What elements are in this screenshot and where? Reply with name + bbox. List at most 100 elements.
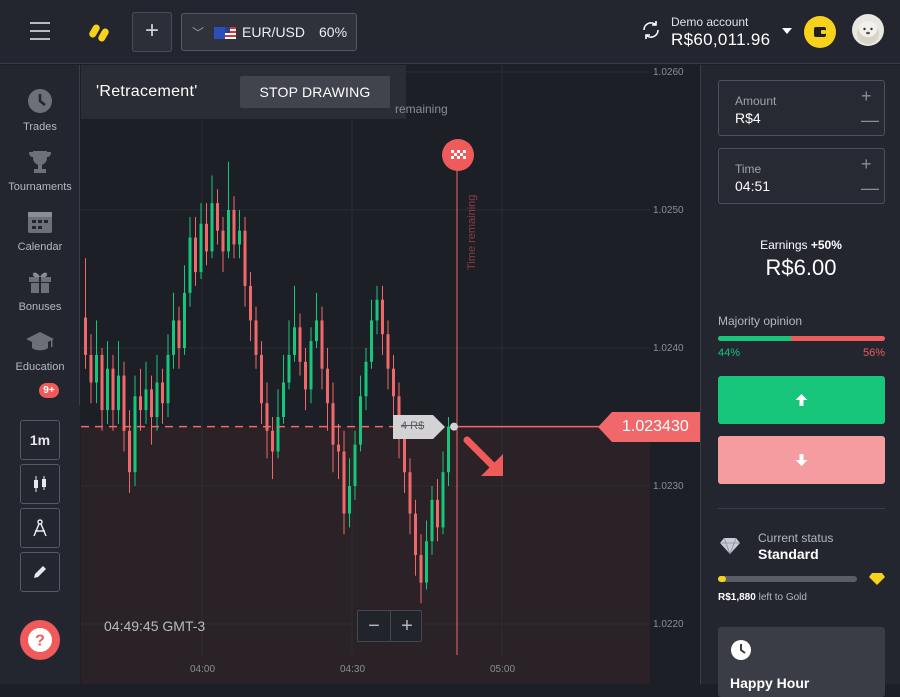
y-tick-label: 1.0230 bbox=[653, 481, 684, 492]
time-plus-icon[interactable]: + bbox=[861, 154, 872, 174]
chart-type-button[interactable] bbox=[20, 464, 60, 504]
question-icon: ? bbox=[28, 628, 52, 652]
bet-marker-label: 4 R$ bbox=[401, 420, 425, 432]
candle-body bbox=[265, 403, 269, 431]
candle-body bbox=[386, 334, 390, 369]
candle-body bbox=[326, 368, 329, 404]
avatar[interactable] bbox=[852, 14, 884, 46]
sidebar-item-education[interactable]: Education bbox=[0, 329, 80, 373]
amount-minus-icon[interactable]: — bbox=[861, 110, 879, 130]
y-tick-label: 1.0260 bbox=[653, 67, 684, 78]
candle-body bbox=[155, 382, 159, 417]
candle-body bbox=[150, 389, 153, 417]
time-remaining-label: Time remaining bbox=[466, 194, 478, 270]
logo-icon[interactable] bbox=[88, 18, 112, 46]
candle-body bbox=[414, 513, 417, 555]
candle-body bbox=[89, 354, 93, 383]
status-amount: R$1,880 bbox=[718, 592, 756, 603]
arrow-up-icon bbox=[795, 394, 808, 406]
candle-body bbox=[205, 223, 208, 252]
lower-button[interactable] bbox=[718, 436, 885, 484]
candlestick-chart[interactable] bbox=[81, 65, 700, 684]
candle-body bbox=[447, 426, 450, 473]
diamond-icon bbox=[720, 537, 740, 555]
sync-icon[interactable] bbox=[641, 20, 661, 40]
candle-body bbox=[282, 382, 285, 417]
candle-body bbox=[331, 403, 335, 445]
sidebar-item-bonuses[interactable]: Bonuses bbox=[0, 269, 80, 313]
price-chart[interactable] bbox=[81, 65, 700, 684]
y-tick-label: 1.0250 bbox=[653, 205, 684, 216]
candle-body bbox=[320, 320, 324, 369]
candle-body bbox=[144, 389, 148, 411]
candle-body bbox=[111, 368, 115, 411]
chevron-down-icon: ﹀ bbox=[192, 26, 205, 40]
compass-icon bbox=[33, 519, 47, 537]
top-bar: + ﹀ EUR/USD 60% Demo account R$60,011.96 bbox=[0, 0, 900, 64]
earnings-label-text: Earnings bbox=[760, 238, 808, 252]
put-zone-shading bbox=[81, 426, 650, 684]
candle-body bbox=[276, 417, 280, 452]
help-button[interactable]: ? bbox=[20, 620, 60, 660]
candle-body bbox=[381, 299, 384, 335]
happy-hour-card[interactable]: Happy Hour bbox=[718, 627, 885, 697]
clock-icon bbox=[28, 89, 52, 113]
add-asset-button[interactable]: + bbox=[132, 12, 172, 52]
candle-body bbox=[430, 499, 434, 542]
majority-down-percent: 56% bbox=[863, 347, 886, 359]
candle-body bbox=[216, 203, 219, 231]
expiration-flag-icon[interactable] bbox=[441, 138, 475, 172]
candle-body bbox=[177, 320, 181, 348]
happy-hour-title: Happy Hour bbox=[730, 675, 810, 691]
timeframe-button[interactable]: 1m bbox=[20, 420, 60, 460]
amount-value[interactable]: R$4 bbox=[735, 110, 761, 126]
amount-plus-icon[interactable]: + bbox=[861, 86, 872, 106]
majority-opinion-label: Majority opinion bbox=[718, 314, 803, 328]
time-value[interactable]: 04:51 bbox=[735, 178, 771, 194]
stop-drawing-button[interactable]: STOP DRAWING bbox=[240, 76, 390, 108]
zoom-in-button[interactable]: + bbox=[401, 615, 413, 637]
account-balance[interactable]: R$60,011.96 bbox=[671, 30, 771, 49]
sidebar-item-trades[interactable]: Trades bbox=[0, 87, 80, 133]
divider bbox=[718, 508, 885, 509]
candle-body bbox=[309, 341, 313, 390]
indicators-button[interactable] bbox=[20, 508, 60, 548]
time-minus-icon[interactable]: — bbox=[861, 178, 879, 198]
status-note: R$1,880 left to Gold bbox=[718, 592, 807, 603]
candle-body bbox=[315, 320, 318, 342]
drawing-tools-button[interactable] bbox=[20, 552, 60, 592]
time-label: Time bbox=[735, 162, 762, 176]
asset-payout: 60% bbox=[319, 24, 348, 40]
higher-button[interactable] bbox=[718, 376, 885, 424]
amount-field[interactable]: Amount R$4 + — bbox=[718, 80, 885, 136]
candle-body bbox=[210, 203, 214, 252]
candle-body bbox=[106, 368, 109, 411]
candle-body bbox=[353, 444, 357, 486]
graduation-cap-icon bbox=[26, 332, 54, 351]
time-field[interactable]: Time 04:51 + — bbox=[718, 148, 885, 204]
trophy-icon bbox=[29, 151, 51, 173]
bet-marker bbox=[393, 415, 445, 439]
candle-body bbox=[370, 320, 373, 362]
y-tick-label: 1.0220 bbox=[653, 619, 684, 630]
candlestick-icon bbox=[34, 476, 46, 492]
y-tick-label: 1.0240 bbox=[653, 343, 684, 354]
candle-body bbox=[271, 430, 274, 452]
sidebar-item-calendar[interactable]: Calendar bbox=[0, 209, 80, 253]
hamburger-menu-icon[interactable] bbox=[30, 22, 50, 40]
account-caret-icon[interactable] bbox=[782, 28, 792, 34]
candle-body bbox=[293, 327, 296, 355]
zoom-out-button[interactable]: − bbox=[368, 615, 380, 637]
account-type[interactable]: Demo account bbox=[671, 15, 749, 29]
candle-body bbox=[425, 541, 428, 583]
sidebar-item-tournaments[interactable]: Tournaments bbox=[0, 149, 80, 193]
candle-body bbox=[304, 361, 307, 390]
sidebar-item-label: Bonuses bbox=[18, 301, 62, 313]
candle-body bbox=[100, 354, 104, 411]
asset-tab[interactable]: ﹀ EUR/USD 60% bbox=[181, 13, 357, 51]
candle-body bbox=[95, 354, 98, 383]
candle-body bbox=[337, 444, 340, 452]
candle-body bbox=[260, 354, 263, 404]
current-price: 1.023430 bbox=[622, 418, 689, 435]
wallet-button[interactable] bbox=[804, 16, 836, 48]
